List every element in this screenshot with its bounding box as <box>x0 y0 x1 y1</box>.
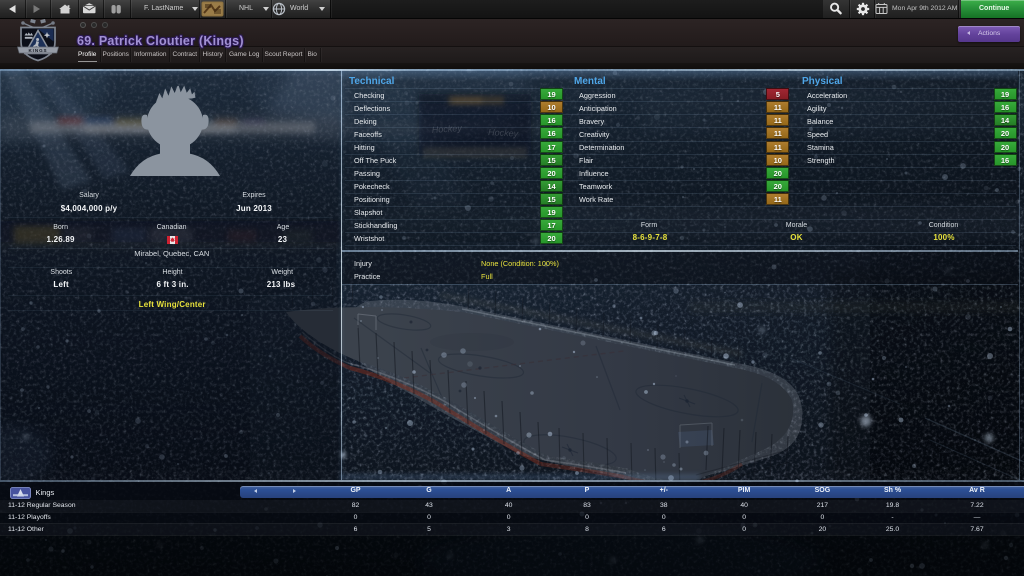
svg-text:Hockey: Hockey <box>488 127 519 139</box>
svg-text:Hockey: Hockey <box>431 123 462 135</box>
svg-text:KINGS: KINGS <box>28 48 47 53</box>
